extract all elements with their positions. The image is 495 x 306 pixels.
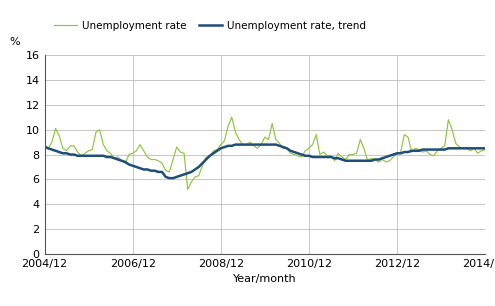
Unemployment rate (236, 138, 242, 141)
Unemployment rate (229, 115, 235, 119)
Unemployment rate, trend (346, 159, 352, 162)
Unemployment rate (460, 147, 466, 150)
Unemployment rate, trend (236, 143, 242, 146)
Unemployment rate (145, 155, 150, 159)
Unemployment rate, trend (233, 143, 239, 146)
Unemployment rate (482, 148, 488, 151)
Unemployment rate (42, 143, 48, 146)
Unemployment rate (86, 149, 92, 153)
Unemployment rate, trend (482, 147, 488, 150)
Unemployment rate (346, 153, 352, 156)
Unemployment rate, trend (460, 147, 466, 150)
X-axis label: Year/month: Year/month (233, 274, 297, 284)
Unemployment rate, trend (42, 145, 48, 149)
Line: Unemployment rate, trend: Unemployment rate, trend (45, 144, 485, 178)
Unemployment rate (185, 188, 191, 191)
Text: %: % (9, 37, 20, 47)
Legend: Unemployment rate, Unemployment rate, trend: Unemployment rate, Unemployment rate, tr… (50, 17, 370, 35)
Unemployment rate (324, 154, 330, 158)
Unemployment rate, trend (166, 176, 172, 180)
Line: Unemployment rate: Unemployment rate (45, 117, 485, 189)
Unemployment rate, trend (145, 168, 150, 171)
Unemployment rate, trend (86, 154, 92, 158)
Unemployment rate, trend (324, 155, 330, 159)
